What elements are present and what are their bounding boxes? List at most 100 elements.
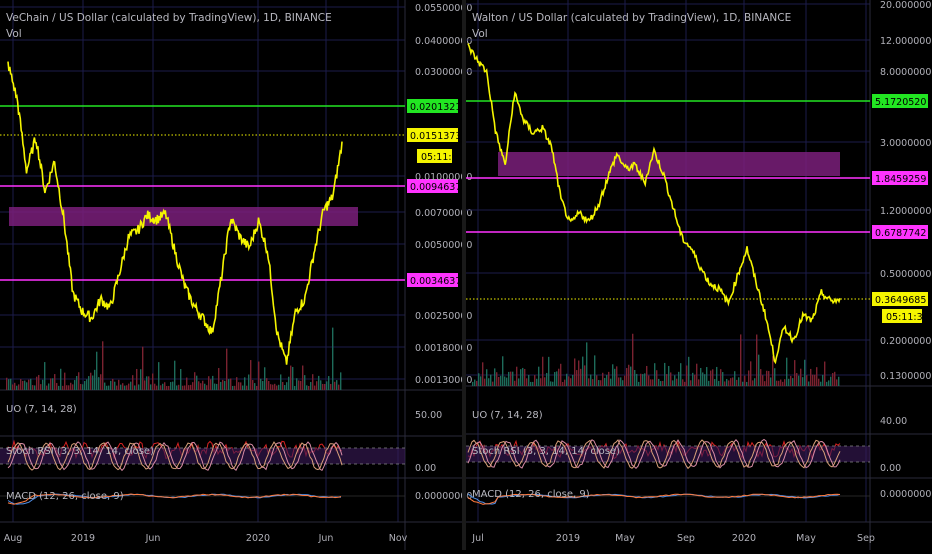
p2-volume-bar	[650, 379, 652, 386]
p2-volume-bar	[574, 358, 576, 386]
p1-volume-bar	[192, 382, 194, 390]
p1-volume-bar	[232, 385, 234, 390]
p2-volume-bar	[570, 378, 572, 386]
p1-volume-bar	[70, 382, 72, 390]
p1-volume-bar	[58, 385, 60, 390]
p1-volume-bar	[240, 382, 242, 390]
p2-volume-bar	[502, 356, 504, 386]
p1-volume-bar	[288, 376, 290, 390]
p2-volume-bar	[786, 357, 788, 386]
p1-volume-bar	[60, 368, 62, 390]
p1-volume-bar	[34, 385, 36, 390]
p1-volume-bar	[80, 383, 82, 390]
p2-indicator-label-1: Stoch RSI (3, 3, 14, 14, close)	[472, 446, 620, 457]
p1-level-label-2: 0.00946377	[410, 182, 467, 193]
p2-volume-bar	[674, 375, 676, 386]
p2-volume-bar	[492, 381, 494, 386]
p1-volume-bar	[158, 362, 160, 390]
p1-volume-bar	[126, 385, 128, 390]
p2-volume-bar	[508, 371, 510, 386]
p2-indicator-axis-0: 40.00	[880, 416, 907, 427]
p1-x-tick-5: Nov	[389, 533, 408, 544]
p2-volume-bar	[652, 379, 654, 386]
p1-stoch-k-line	[7, 441, 343, 472]
p2-volume-bar	[700, 367, 702, 386]
p1-volume-bar	[102, 341, 104, 390]
p2-y-tick-2: 8.0000000	[880, 67, 931, 78]
p1-volume-bar	[26, 382, 28, 390]
p2-volume-bar	[646, 365, 648, 386]
p2-volume-bar	[826, 381, 828, 386]
p2-volume-bar	[758, 354, 760, 386]
p1-volume-bar	[118, 379, 120, 390]
p1-x-tick-0: Aug	[4, 533, 23, 544]
p2-y-tick-4: 1.2000000	[880, 206, 931, 217]
p2-volume-bar	[824, 361, 826, 386]
p1-volume-bar	[306, 385, 308, 390]
p2-volume-bar	[544, 377, 546, 386]
p2-volume-bar	[552, 381, 554, 386]
p1-volume-bar	[224, 380, 226, 390]
p2-volume-bar	[542, 356, 544, 386]
p2-volume-bar	[794, 360, 796, 386]
p1-volume-bar	[266, 378, 268, 390]
p1-volume-bar	[246, 385, 248, 390]
p2-volume-bar	[838, 376, 840, 386]
p1-volume-bar	[292, 366, 294, 390]
p1-volume-bar	[78, 372, 80, 390]
p2-volume-bar	[790, 375, 792, 386]
p1-volume-bar	[92, 375, 94, 390]
p1-volume-bar	[166, 385, 168, 390]
p1-volume-bar	[236, 377, 238, 390]
p2-volume-bar	[524, 368, 526, 386]
p1-volume-bar	[312, 374, 314, 390]
p1-volume-bar	[36, 376, 38, 390]
p2-volume-bar	[692, 372, 694, 386]
p2-volume-bar	[822, 374, 824, 386]
p2-x-tick-3: Sep	[677, 533, 695, 544]
p2-volume-bar	[622, 380, 624, 386]
p1-volume-bar	[280, 374, 282, 390]
p2-volume-bar	[580, 368, 582, 386]
p1-volume-bar	[22, 380, 24, 390]
p1-x-tick-4: Jun	[318, 533, 334, 544]
p1-volume-bar	[74, 380, 76, 390]
p1-volume-bar	[220, 381, 222, 390]
p2-volume-bar	[726, 378, 728, 386]
p1-volume-bar	[226, 348, 228, 390]
p1-volume-bar	[52, 378, 54, 390]
p2-volume-bar	[742, 381, 744, 386]
p2-volume-bar	[712, 369, 714, 386]
p2-volume-bar	[728, 380, 730, 386]
p1-y-tick-4: 0.00700000	[415, 208, 472, 219]
p1-x-tick-2: Jun	[145, 533, 161, 544]
p2-volume-bar	[554, 372, 556, 386]
p2-volume-bar	[676, 378, 678, 386]
p2-volume-bar	[672, 380, 674, 386]
p1-volume-bar	[258, 361, 260, 390]
p2-volume-bar	[560, 363, 562, 386]
p2-volume-bar	[480, 376, 482, 386]
p1-x-tick-3: 2020	[246, 533, 270, 544]
p2-volume-bar	[478, 373, 480, 386]
p1-volume-bar	[276, 385, 278, 390]
p1-volume-bar	[314, 385, 316, 390]
p1-volume-bar	[318, 375, 320, 390]
p1-volume-bar	[186, 377, 188, 390]
p1-chart-title: VeChain / US Dollar (calculated by Tradi…	[6, 12, 332, 24]
p1-volume-bar	[300, 380, 302, 390]
p1-volume-bar	[84, 381, 86, 390]
p2-volume-bar	[782, 381, 784, 386]
p2-volume-bar	[828, 380, 830, 386]
p2-volume-bar	[614, 368, 616, 386]
p2-level-label-box-1	[872, 171, 928, 185]
p2-volume-bar	[716, 366, 718, 386]
p2-volume-bar	[612, 364, 614, 386]
p1-volume-bar	[194, 372, 196, 390]
p1-volume-bar	[322, 383, 324, 390]
p2-volume-bar	[696, 363, 698, 386]
p2-volume-bar	[708, 380, 710, 386]
p2-volume-bar	[496, 372, 498, 386]
p1-volume-bar	[242, 385, 244, 390]
